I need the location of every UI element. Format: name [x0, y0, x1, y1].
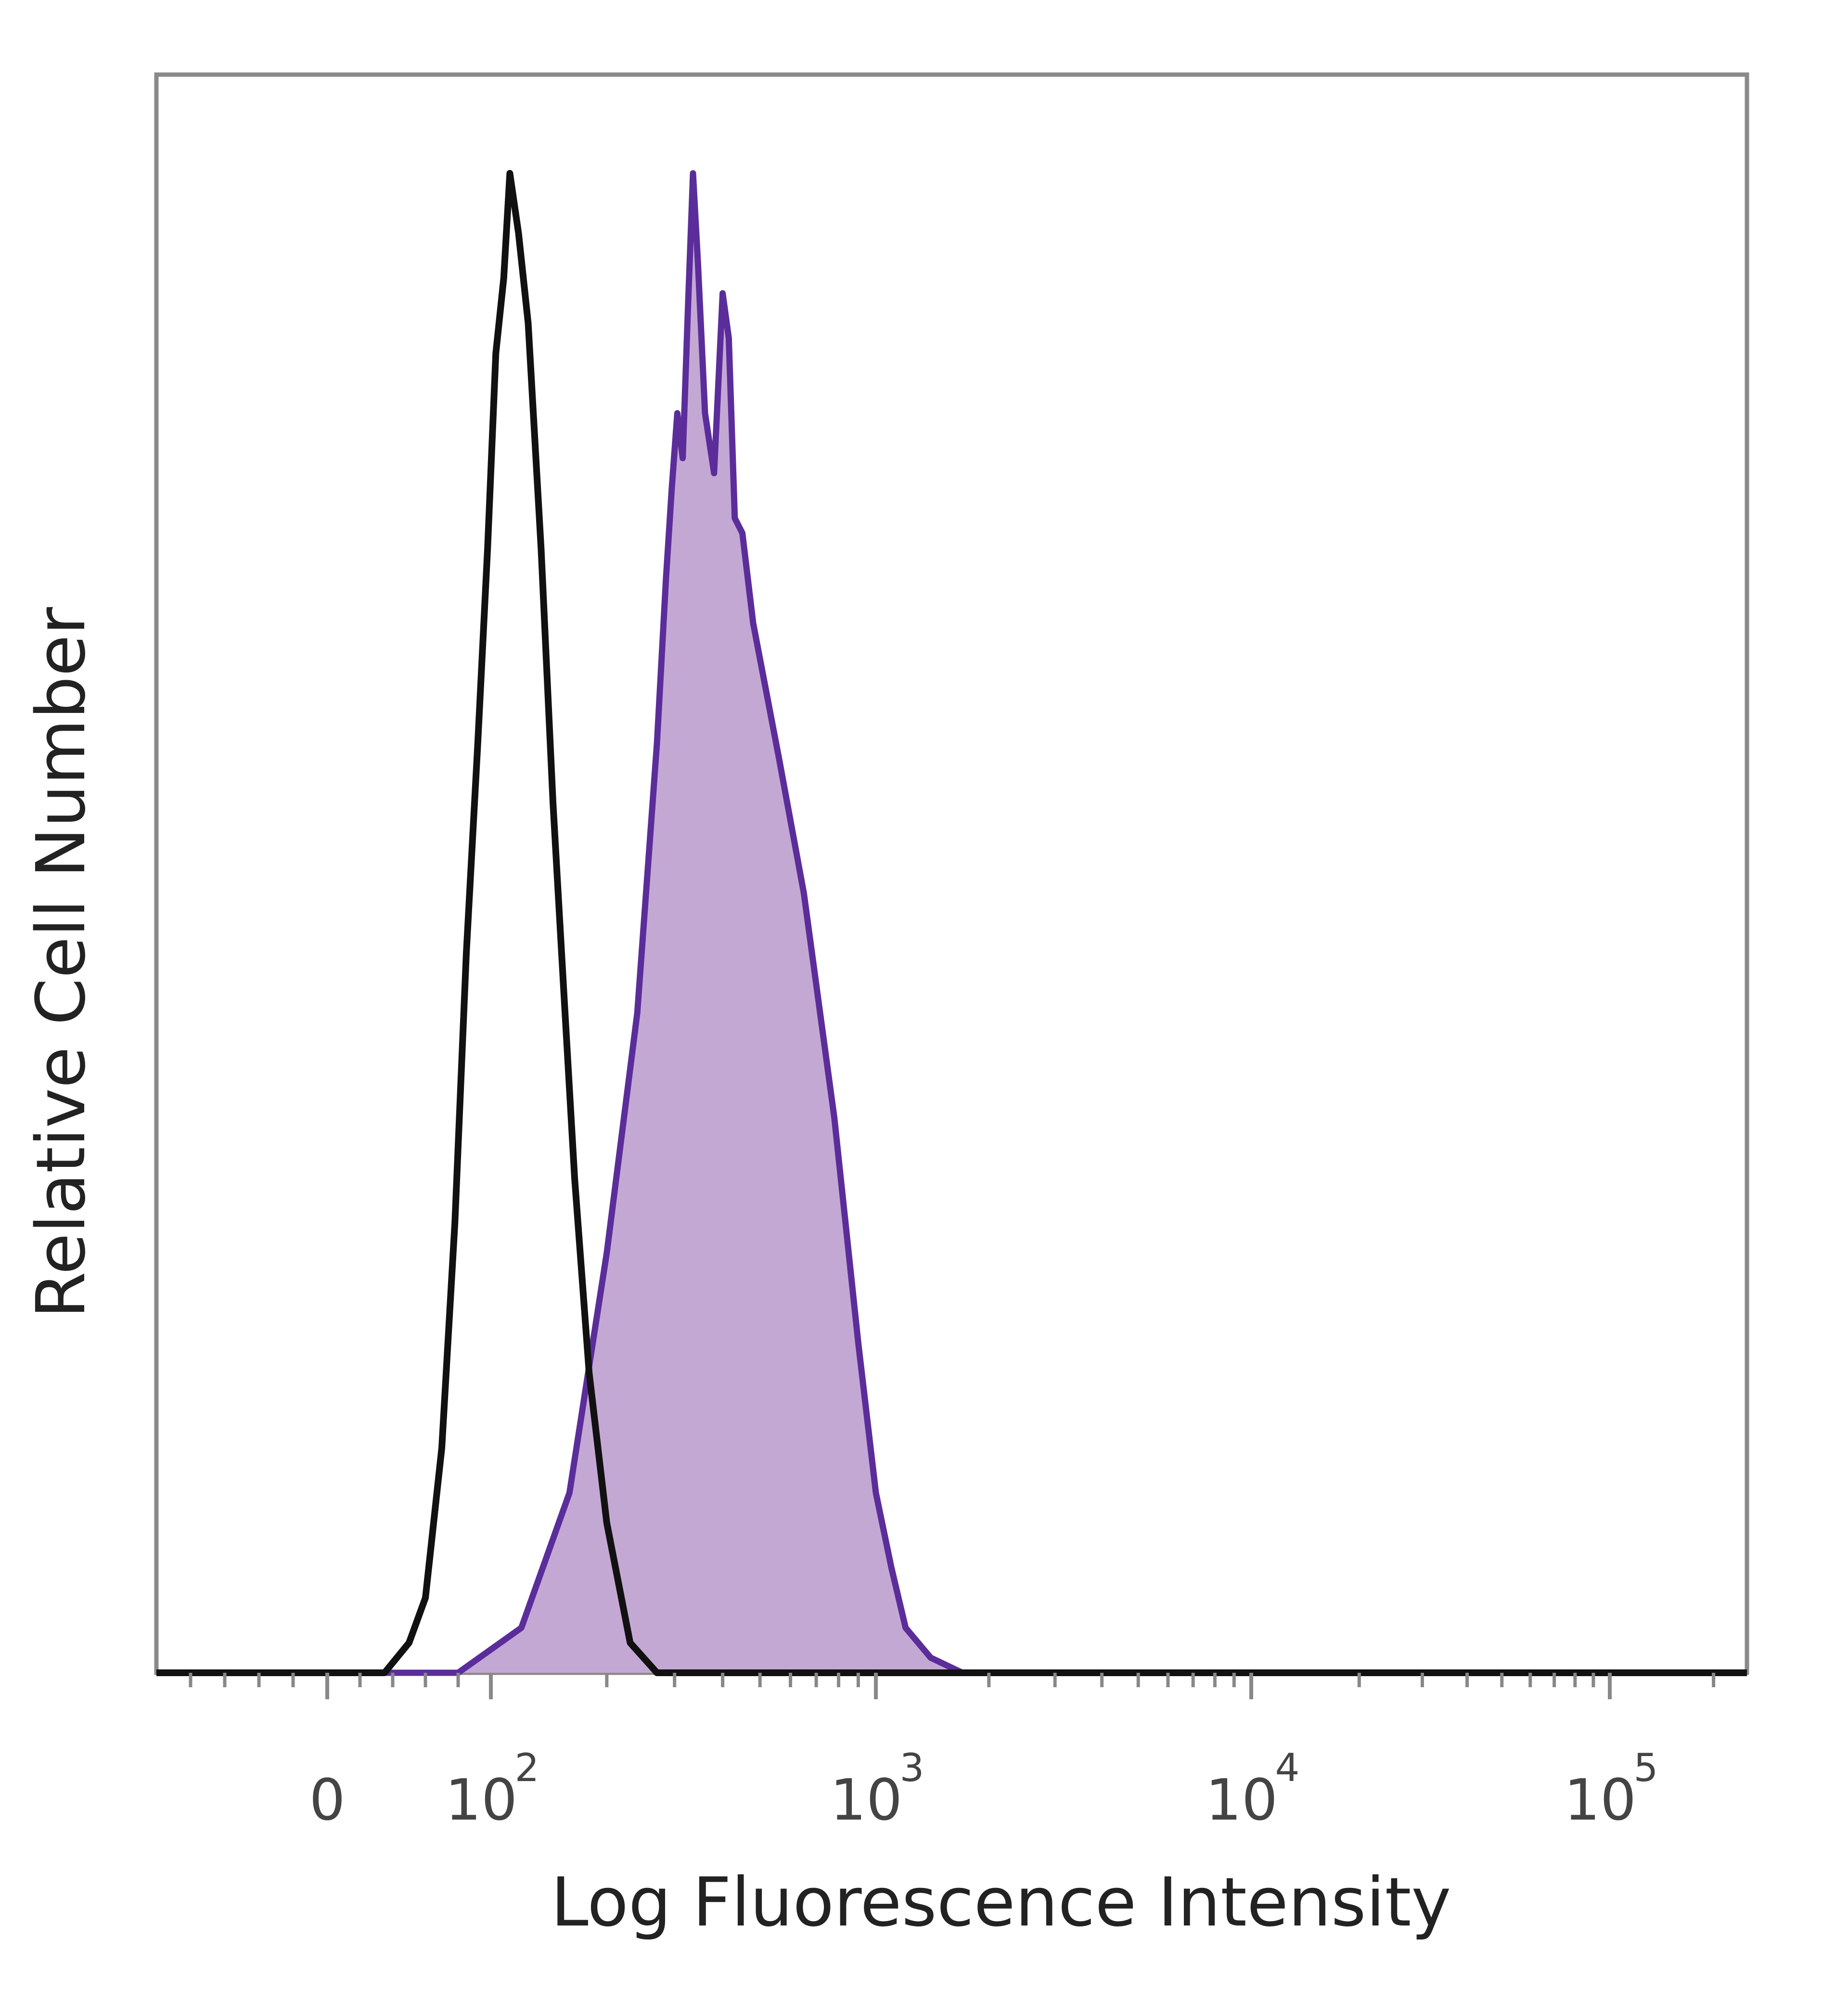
x-tick-label: 10: [1564, 1767, 1636, 1833]
x-tick-label: 0: [309, 1767, 345, 1833]
plot-frame: [154, 72, 1749, 1675]
series-layer: [156, 170, 1747, 1676]
x-tick-label: 10: [1206, 1767, 1278, 1833]
x-tick-label: 10: [830, 1767, 902, 1833]
x-axis-title: Log Fluorescence Intensity: [551, 1863, 1451, 1942]
control-histogram-line: [156, 170, 1747, 1676]
x-tick-label: 10: [445, 1767, 517, 1833]
x-tick-exponent: 4: [1275, 1745, 1300, 1790]
y-axis-title: Relative Cell Number: [22, 607, 101, 1318]
x-tick-exponent: 5: [1634, 1745, 1658, 1790]
x-tick-layer: 0 102 103 104 105: [189, 1673, 1716, 1833]
x-tick-exponent: 2: [515, 1745, 539, 1790]
x-tick-exponent: 3: [900, 1745, 924, 1790]
stained-histogram-line: [156, 170, 1747, 1676]
